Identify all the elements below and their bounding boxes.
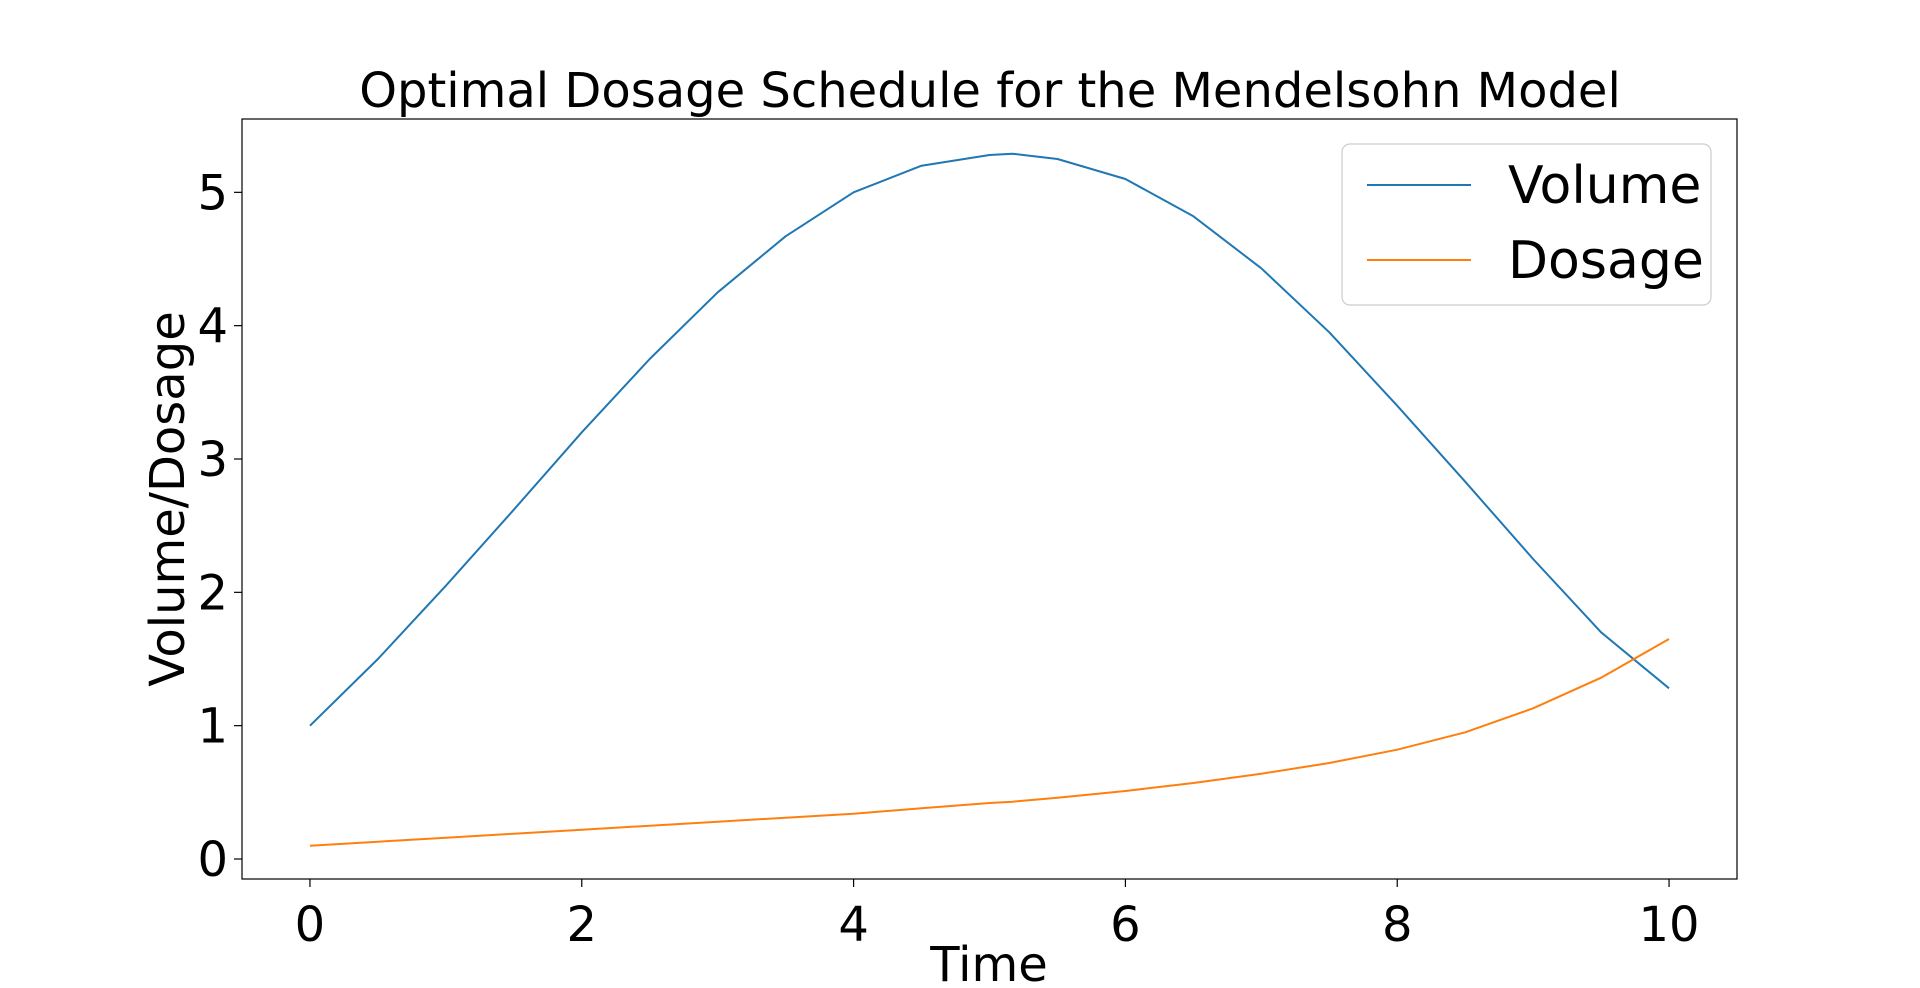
y-axis-label: Volume/Dosage bbox=[140, 311, 196, 686]
x-tick-label: 2 bbox=[566, 897, 597, 953]
y-axis-ticks: 0 1 2 3 4 5 bbox=[197, 165, 242, 888]
y-tick-label: 5 bbox=[197, 165, 228, 221]
y-tick-label: 2 bbox=[197, 565, 228, 621]
x-tick-label: 10 bbox=[1639, 897, 1700, 953]
legend: Volume Dosage bbox=[1341, 143, 1712, 306]
y-tick-label: 1 bbox=[197, 699, 228, 755]
x-tick-label: 4 bbox=[838, 897, 869, 953]
legend-label-volume: Volume bbox=[1508, 156, 1701, 216]
y-tick-label: 0 bbox=[197, 832, 228, 888]
series-line-dosage bbox=[309, 638, 1670, 847]
chart-title: Optimal Dosage Schedule for the Mendelso… bbox=[359, 63, 1621, 119]
legend-label-dosage: Dosage bbox=[1508, 231, 1704, 291]
y-tick-label: 4 bbox=[197, 299, 228, 355]
y-tick-label: 3 bbox=[197, 432, 228, 488]
x-tick-label: 8 bbox=[1382, 897, 1413, 953]
plot-lines bbox=[309, 152, 1670, 847]
series-line-volume bbox=[309, 152, 1670, 727]
x-axis-ticks: 0 2 4 6 8 10 bbox=[295, 879, 1700, 953]
x-tick-label: 0 bbox=[295, 897, 326, 953]
legend-items: Volume Dosage bbox=[1367, 156, 1704, 291]
plot-area-frame bbox=[241, 118, 1738, 880]
x-axis-label: Time bbox=[929, 937, 1047, 983]
x-tick-label: 6 bbox=[1110, 897, 1141, 953]
